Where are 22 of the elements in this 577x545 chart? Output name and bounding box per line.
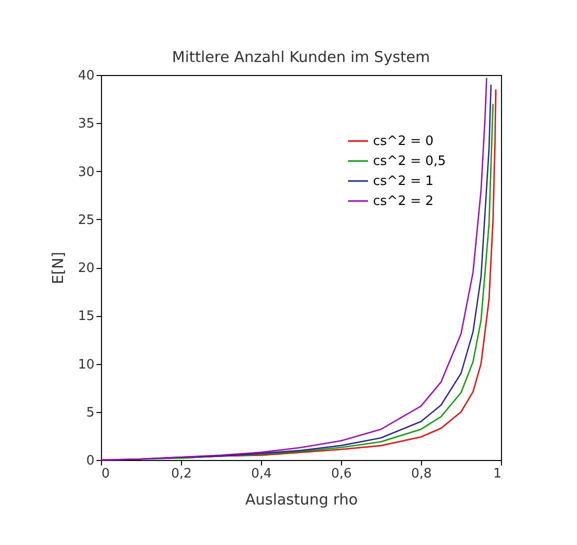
chart-title: Mittlere Anzahl Kunden im System (172, 48, 430, 66)
y-tick-label: 25 (78, 212, 94, 228)
x-tick-label: 0 (102, 466, 110, 482)
y-tick-label: 35 (78, 116, 94, 132)
x-tick-label: 0,4 (251, 466, 272, 482)
y-tick-label: 40 (78, 68, 94, 84)
x-tick-label: 0,8 (411, 466, 432, 482)
x-tick-label: 0,6 (331, 466, 352, 482)
y-axis-title: E[N] (48, 252, 67, 284)
legend-label: cs^2 = 0,5 (373, 154, 446, 169)
y-tick-label: 5 (86, 405, 94, 420)
legend-label: cs^2 = 2 (373, 194, 434, 209)
y-tick-label: 0 (86, 454, 94, 468)
x-tick-label: 0,2 (171, 466, 192, 482)
y-tick-label: 10 (78, 357, 94, 372)
y-tick-label: 15 (78, 309, 94, 324)
legend-label: cs^2 = 1 (373, 174, 434, 189)
y-tick-label: 20 (78, 261, 94, 276)
x-axis-title: Auslastung rho (245, 490, 358, 508)
y-tick-label: 30 (78, 164, 94, 180)
legend-label: cs^2 = 0 (373, 134, 434, 149)
x-tick-label: 1 (493, 466, 502, 482)
